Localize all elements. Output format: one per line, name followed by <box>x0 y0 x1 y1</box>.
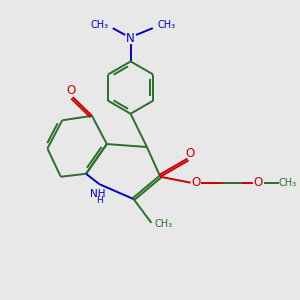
Text: CH₃: CH₃ <box>278 178 296 188</box>
Text: N: N <box>126 32 135 45</box>
Text: O: O <box>67 84 76 97</box>
Text: O: O <box>191 176 200 189</box>
Text: H: H <box>97 196 104 205</box>
Text: CH₃: CH₃ <box>157 20 175 30</box>
Text: CH₃: CH₃ <box>90 20 109 30</box>
Text: NH: NH <box>90 189 106 199</box>
Text: O: O <box>254 176 263 189</box>
Text: O: O <box>185 147 195 161</box>
Text: CH₃: CH₃ <box>155 219 173 229</box>
